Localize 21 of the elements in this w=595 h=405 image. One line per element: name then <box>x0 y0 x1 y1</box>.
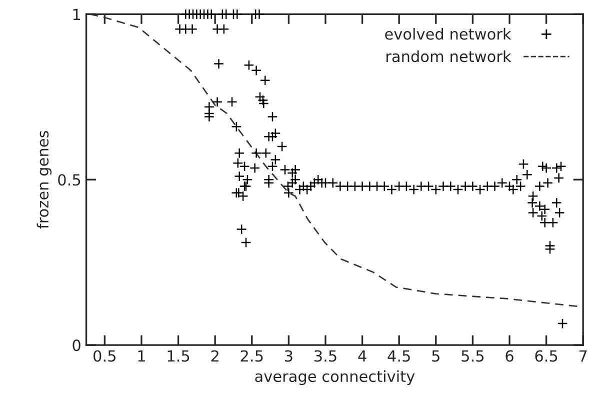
x-tick-label: 2.5 <box>240 350 263 362</box>
legend-label: evolved network <box>385 28 512 40</box>
x-tick-label: 4 <box>358 350 366 362</box>
x-tick-label: 7 <box>579 350 587 362</box>
x-tick-label: 5 <box>432 350 440 362</box>
x-tick-label: 5.5 <box>462 350 484 362</box>
y-tick-label: 1 <box>73 8 80 20</box>
y-tick-label: 0.5 <box>58 174 80 186</box>
x-tick-label: 4.5 <box>388 350 410 362</box>
y-tick-label: 0 <box>72 340 80 352</box>
x-tick-label: 1.5 <box>168 350 190 362</box>
y-axis-title: frozen genes <box>36 130 52 229</box>
x-tick-label: 3 <box>284 350 292 362</box>
x-tick-label: 6.5 <box>535 350 558 362</box>
x-tick-label: 3.5 <box>314 350 336 362</box>
x-tick-label: 0.5 <box>94 350 116 362</box>
x-tick-label: 6 <box>506 350 514 362</box>
x-axis-title: average connectivity <box>255 370 415 386</box>
x-tick-label: 1 <box>138 350 145 362</box>
legend-label: random network <box>386 50 512 62</box>
x-tick-label: 2 <box>211 350 218 362</box>
